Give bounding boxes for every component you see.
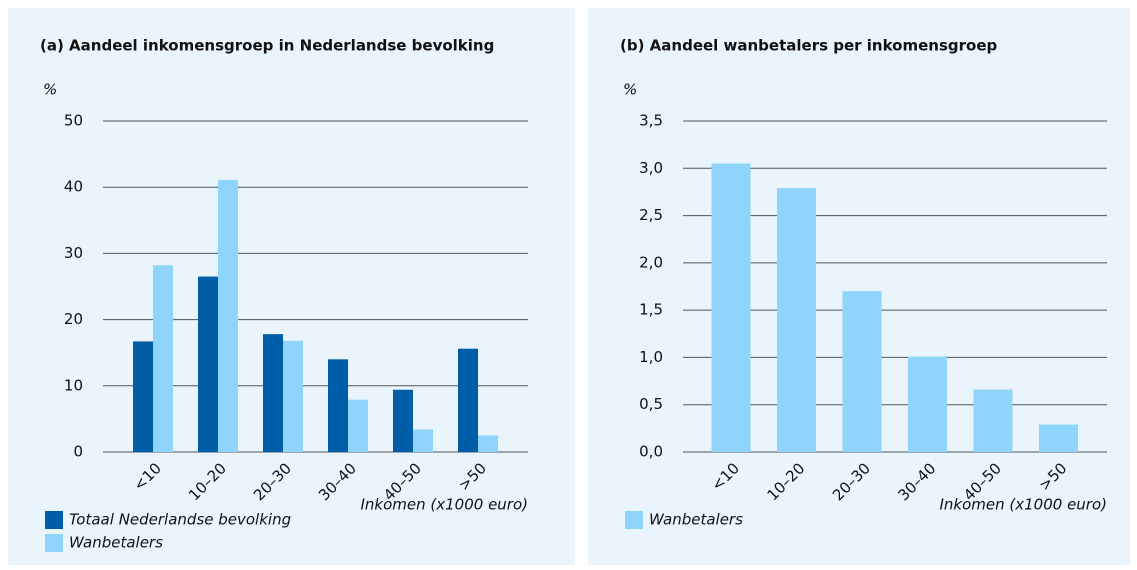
bar xyxy=(393,389,413,452)
bar xyxy=(198,276,218,452)
bar xyxy=(263,334,283,452)
bar xyxy=(413,429,433,452)
bar xyxy=(711,163,751,453)
panel-a xyxy=(8,8,575,565)
x-axis-label: Inkomen (x1000 euro) xyxy=(360,496,528,514)
bar xyxy=(283,340,303,452)
legend-label: Wanbetalers xyxy=(649,511,743,529)
bar xyxy=(153,265,173,452)
bar xyxy=(777,188,816,452)
legend-label: Totaal Nederlandse bevolking xyxy=(69,511,291,529)
bar xyxy=(218,179,238,452)
y-tick-label: 30 xyxy=(64,244,83,262)
bar xyxy=(908,356,947,452)
bar xyxy=(328,359,348,452)
y-axis-label: % xyxy=(43,81,57,99)
y-tick-label: 0 xyxy=(73,443,83,461)
y-tick-label: 2,0 xyxy=(639,253,663,271)
y-tick-label: 1,0 xyxy=(639,348,663,366)
bar xyxy=(458,348,478,452)
legend-swatch xyxy=(45,511,63,529)
y-tick-label: 3,0 xyxy=(639,159,663,177)
y-tick-label: 0,0 xyxy=(639,443,663,461)
y-tick-label: 40 xyxy=(64,178,83,196)
chart-title: (b) Aandeel wanbetalers per inkomensgroe… xyxy=(620,37,998,55)
bar xyxy=(973,389,1013,452)
legend-swatch xyxy=(625,511,643,529)
legend-swatch xyxy=(45,534,63,552)
y-tick-label: 2,5 xyxy=(639,206,663,224)
y-tick-label: 3,5 xyxy=(639,112,663,130)
bar xyxy=(842,291,882,452)
y-tick-label: 20 xyxy=(64,310,83,328)
y-tick-label: 10 xyxy=(64,376,83,394)
bar xyxy=(1039,424,1078,452)
bar xyxy=(478,435,498,452)
bar xyxy=(133,341,153,452)
legend-label: Wanbetalers xyxy=(69,534,163,552)
panel-b xyxy=(588,8,1130,565)
bar xyxy=(348,399,368,452)
chart-title: (a) Aandeel inkomensgroep in Nederlandse… xyxy=(40,37,494,55)
y-tick-label: 0,5 xyxy=(639,395,663,413)
x-axis-label: Inkomen (x1000 euro) xyxy=(939,496,1107,514)
y-axis-label: % xyxy=(623,81,637,99)
y-tick-label: 50 xyxy=(64,112,83,130)
y-tick-label: 1,5 xyxy=(639,301,663,319)
